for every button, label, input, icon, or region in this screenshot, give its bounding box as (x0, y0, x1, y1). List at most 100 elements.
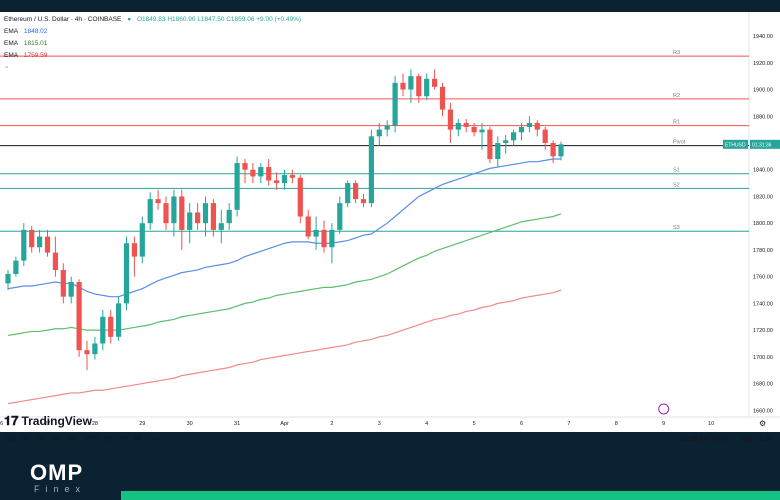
candle-body (21, 229, 27, 261)
y-tick-label: 1740.00 (753, 301, 773, 307)
pivot-level-label: S3 (673, 225, 680, 231)
live-dot-icon: ● (127, 16, 132, 23)
omp-logo: OMP (30, 460, 84, 485)
pivot-level-label: R1 (673, 120, 680, 126)
x-tick-label: Apr (280, 421, 289, 427)
symbol-tag (723, 139, 748, 149)
candle-body (131, 243, 137, 257)
candle-body (100, 316, 106, 344)
x-tick-label: 10 (708, 421, 714, 427)
range-5y-button[interactable]: 5Y (119, 436, 128, 443)
candle-body (360, 199, 367, 204)
footer-accent-bar (121, 491, 780, 500)
range-6m-button[interactable]: 6M (68, 436, 78, 443)
finex-logo: Finex (34, 484, 87, 494)
ema-line-2 (7, 213, 562, 337)
x-tick-label: 8 (615, 421, 618, 427)
candle-body (171, 196, 177, 224)
candle-body (274, 180, 280, 184)
range-1m-button[interactable]: 1M (36, 436, 46, 443)
symbol-header: Ethereum / U.S. Dollar · 4h · COINBASE ●… (4, 16, 305, 23)
candle-body (400, 82, 406, 90)
pivot-level-label: Pivot (673, 140, 686, 146)
candle-body (376, 129, 382, 137)
candle-body (321, 229, 327, 248)
x-tick-label: 9 (662, 421, 665, 427)
range-3m-button[interactable]: 3M (52, 436, 62, 443)
legend-ema-1-value: 1848.02 (23, 28, 48, 35)
price-chart[interactable]: 1660.00 1680.00 1700.00 1720.00 1740.00 1760.… (0, 12, 780, 432)
candle-body (44, 236, 51, 253)
legend-ema-2[interactable]: EMA 1815.01 (4, 40, 51, 47)
candle-body (289, 175, 295, 178)
chart-panel: 1660.00 1680.00 1700.00 1720.00 1740.00 1760.… (0, 12, 780, 444)
x-tick-label: 2 (330, 421, 333, 427)
top-bar (0, 0, 780, 12)
legend-ema-3-label: EMA (4, 52, 19, 59)
candle-body (526, 122, 532, 127)
pivot-level-label: S2 (673, 182, 680, 188)
y-tick-label: 1820.00 (753, 194, 773, 200)
candle-body (471, 126, 477, 133)
y-tick-label: 1700.00 (753, 355, 773, 361)
symbol-title: Ethereum / U.S. Dollar · 4h · COINBASE (4, 16, 122, 23)
legend-ema-2-label: EMA (4, 40, 19, 47)
last-price-tag-text: 01:31:36 (752, 142, 772, 148)
x-tick-label: 3 (378, 421, 381, 427)
candle-body (116, 303, 122, 337)
candle-body (179, 196, 185, 230)
x-tick-label: 27 (44, 421, 50, 427)
legend-ema-1-label: EMA (4, 28, 19, 35)
candle-body (534, 122, 540, 130)
candle-body (305, 216, 311, 237)
candle-body (487, 129, 493, 160)
pivot-level-label: R3 (673, 50, 680, 56)
x-tick-label: 4 (425, 421, 428, 427)
candle-body (258, 167, 264, 177)
candle-body (108, 316, 114, 337)
candle-body (455, 122, 461, 130)
candle-body (479, 129, 485, 133)
range-ytd-button[interactable]: YTD (85, 436, 99, 443)
candle-body (139, 223, 145, 257)
range-1y-button[interactable]: 1Y (104, 436, 113, 443)
y-tick-label: 1780.00 (753, 248, 773, 254)
utc-time[interactable]: 02:28:24 (UTC) (680, 436, 729, 443)
candle-body (424, 78, 430, 97)
price-axis (749, 12, 780, 417)
candle-body (495, 142, 501, 160)
ema-line-3 (7, 289, 562, 405)
candle-body (60, 269, 66, 297)
x-tick-label: 5 (473, 421, 476, 427)
collapse-legend-icon[interactable]: ⌃ (4, 66, 10, 73)
candle-body (52, 252, 58, 270)
candle-body (202, 203, 209, 224)
y-tick-label: 1800.00 (753, 221, 773, 227)
log-toggle[interactable]: log (742, 436, 752, 443)
range-1d-button[interactable]: 1D (6, 436, 15, 443)
candle-body (368, 136, 374, 204)
candle-body (392, 82, 398, 126)
x-tick-label: 28 (92, 421, 98, 427)
candle-body (313, 229, 319, 237)
range-all-button[interactable]: All (134, 436, 142, 443)
x-tick-label: 31 (234, 421, 240, 427)
candle-body (558, 144, 564, 157)
candle-body (542, 129, 548, 143)
y-tick-label: 1940.00 (753, 34, 773, 40)
legend-ema-1[interactable]: EMA 1848.02 (4, 28, 51, 35)
candle-body (353, 183, 359, 200)
settings-gear-icon[interactable]: ⚙ (759, 419, 766, 428)
candle-body (123, 243, 130, 304)
candle-body (76, 282, 82, 351)
x-tick-label: 26 (0, 421, 3, 427)
candle-body (408, 76, 414, 90)
legend-ema-3[interactable]: EMA 1759.59 (4, 52, 51, 59)
candle-body (187, 212, 193, 230)
candle-body (37, 236, 43, 248)
goto-date-icon[interactable]: ⇥ (153, 437, 159, 444)
auto-toggle[interactable]: auto (759, 436, 773, 443)
range-5d-button[interactable]: 5D (21, 436, 30, 443)
tradingview-mark-icon: 𝟏𝟕 (4, 413, 19, 428)
x-tick-label: 6 (520, 421, 523, 427)
